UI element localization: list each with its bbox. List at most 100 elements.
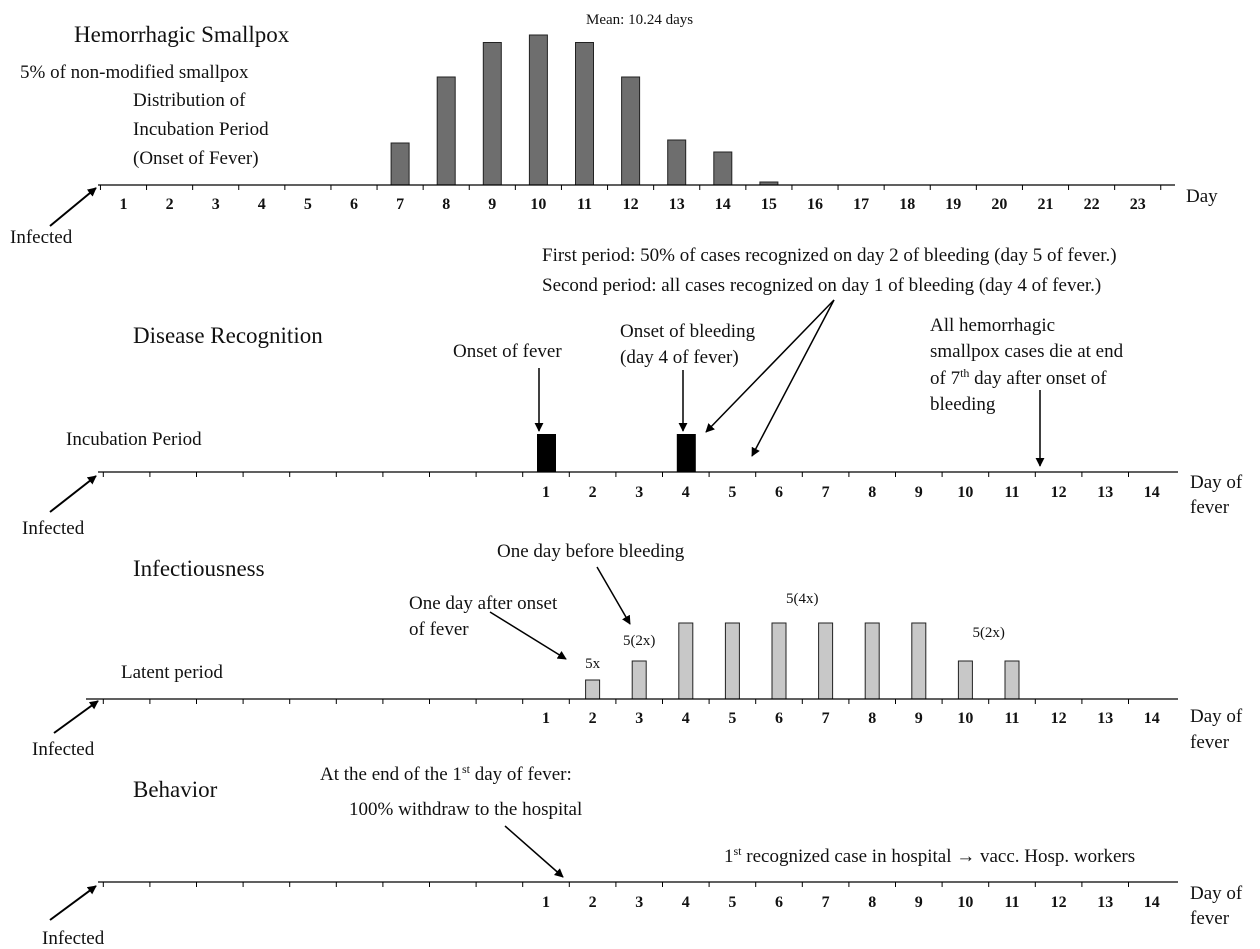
panel2-tick-label: 10 [957,484,973,501]
panel3-tick-label: 11 [1004,710,1019,727]
panel1-tick-label: 3 [212,196,220,213]
panel3-tick-label: 13 [1097,710,1113,727]
panel1-subtitle: 5% of non-modified smallpox [20,62,249,83]
panel4-infected-arrow [49,885,97,921]
period-arrow-day5 [751,299,835,457]
event-bars [537,434,696,472]
panel4-tick-label: 5 [728,894,736,911]
panel4-tick-label: 6 [775,894,783,911]
panel4-tick-label: 13 [1097,894,1113,911]
panel-behavior: At the end of the 1st day of fever: Beha… [42,762,1243,949]
histogram-bar [390,142,410,186]
latent-period-label: Latent period [121,662,223,683]
onset-fever-label: Onset of fever [453,341,562,362]
panel3-tick-label: 14 [1144,710,1160,727]
second-period-note: Second period: all cases recognized on d… [542,275,1101,296]
infectiousness-bar-label: 5(4x) [786,591,819,607]
panel3-tick-label: 1 [542,710,550,727]
panel3-tick-label: 2 [589,710,597,727]
panel1-tick-label: 9 [488,196,496,213]
infectiousness-bar [864,622,880,700]
panel1-tick-label: 14 [715,196,731,213]
infectiousness-bars [585,622,1020,700]
panel3-tick-labels: 1 2 3 4 5 6 7 8 9 10 11 12 13 14 [542,710,1160,727]
panel1-tick-label: 7 [396,196,404,213]
panel2-tick-labels: 1 2 3 4 5 6 7 8 9 10 11 12 13 14 [542,484,1160,501]
panel1-tick-label: 20 [991,196,1007,213]
panel-hemorrhagic-smallpox: Hemorrhagic Smallpox 5% of non-modified … [10,12,1218,248]
panel2-tick-label: 14 [1144,484,1160,501]
panel2-title: Disease Recognition [133,323,323,348]
panel1-tick-label: 2 [166,196,174,213]
panel2-ticks [102,472,1129,477]
panel2-tick-label: 7 [822,484,830,501]
panel2-tick-label: 11 [1004,484,1019,501]
after-onset-line2: of fever [409,619,469,640]
after-onset-arrow [489,611,567,660]
panel4-infected-label: Infected [42,928,105,949]
panel2-tick-label: 3 [635,484,643,501]
panel4-axis-unit-line1: Day of [1190,883,1243,904]
panel4-tick-label: 14 [1144,894,1160,911]
event-bar [537,434,556,472]
panel2-tick-label: 4 [682,484,690,501]
infectiousness-bar [585,679,601,700]
behavior-note-line1: At the end of the 1st day of fever: [320,762,572,785]
panel1-tick-label: 4 [258,196,266,213]
panel3-tick-label: 7 [822,710,830,727]
panel4-tick-label: 9 [915,894,923,911]
panel4-title: Behavior [133,777,218,802]
panel2-tick-label: 8 [868,484,876,501]
infectiousness-bar [911,622,927,700]
infectiousness-bar [771,622,787,700]
panel2-tick-label: 6 [775,484,783,501]
first-period-note: First period: 50% of cases recognized on… [542,245,1117,266]
die-note-line2: smallpox cases die at end [930,341,1124,362]
panel4-tick-label: 8 [868,894,876,911]
panel3-infected-arrow [53,700,99,734]
histogram-bar [621,76,641,186]
infectiousness-bar [1004,660,1020,700]
hospital-note: 1st recognized case in hospital → vacc. … [724,844,1135,867]
die-note-line3: of 7th day after onset of [930,366,1107,389]
panel1-tick-label: 15 [761,196,777,213]
panel3-tick-label: 12 [1051,710,1067,727]
panel1-caption-line3: (Onset of Fever) [133,148,259,169]
panel3-tick-label: 8 [868,710,876,727]
infectiousness-bar [631,660,647,700]
onset-bleeding-line2: (day 4 of fever) [620,347,739,368]
histogram-bar [482,42,502,186]
before-bleeding-label: One day before bleeding [497,541,685,562]
panel4-tick-labels: 1 2 3 4 5 6 7 8 9 10 11 12 13 14 [542,894,1160,911]
panel4-tick-label: 12 [1051,894,1067,911]
histogram-bar [667,139,687,186]
panel1-tick-label: 19 [945,196,961,213]
panel1-axis-unit: Day [1186,186,1218,207]
panel1-tick-label: 10 [530,196,546,213]
event-bar [676,434,696,472]
before-bleeding-arrow [596,566,631,625]
panel1-tick-label: 6 [350,196,358,213]
panel2-infected-arrow [49,475,97,513]
panel1-tick-label: 21 [1038,196,1054,213]
incubation-period-label: Incubation Period [66,429,202,450]
panel2-tick-label: 9 [915,484,923,501]
panel3-axis-unit-line1: Day of [1190,706,1243,727]
histogram-bar [528,34,548,186]
panel1-tick-label: 16 [807,196,823,213]
infectiousness-bar [957,660,973,700]
panel2-tick-label: 13 [1097,484,1113,501]
panel1-tick-label: 8 [442,196,450,213]
infectiousness-bar [724,622,740,700]
panel3-tick-label: 10 [957,710,973,727]
panel4-tick-label: 1 [542,894,550,911]
panel3-tick-label: 6 [775,710,783,727]
histogram-bar [575,42,594,186]
panel4-tick-label: 7 [822,894,830,911]
behavior-note-line2: 100% withdraw to the hospital [349,799,582,820]
panel1-tick-label: 22 [1084,196,1100,213]
histogram-bar [713,151,733,186]
infectiousness-bar-label: 5(2x) [972,625,1005,641]
panel4-tick-label: 11 [1004,894,1019,911]
